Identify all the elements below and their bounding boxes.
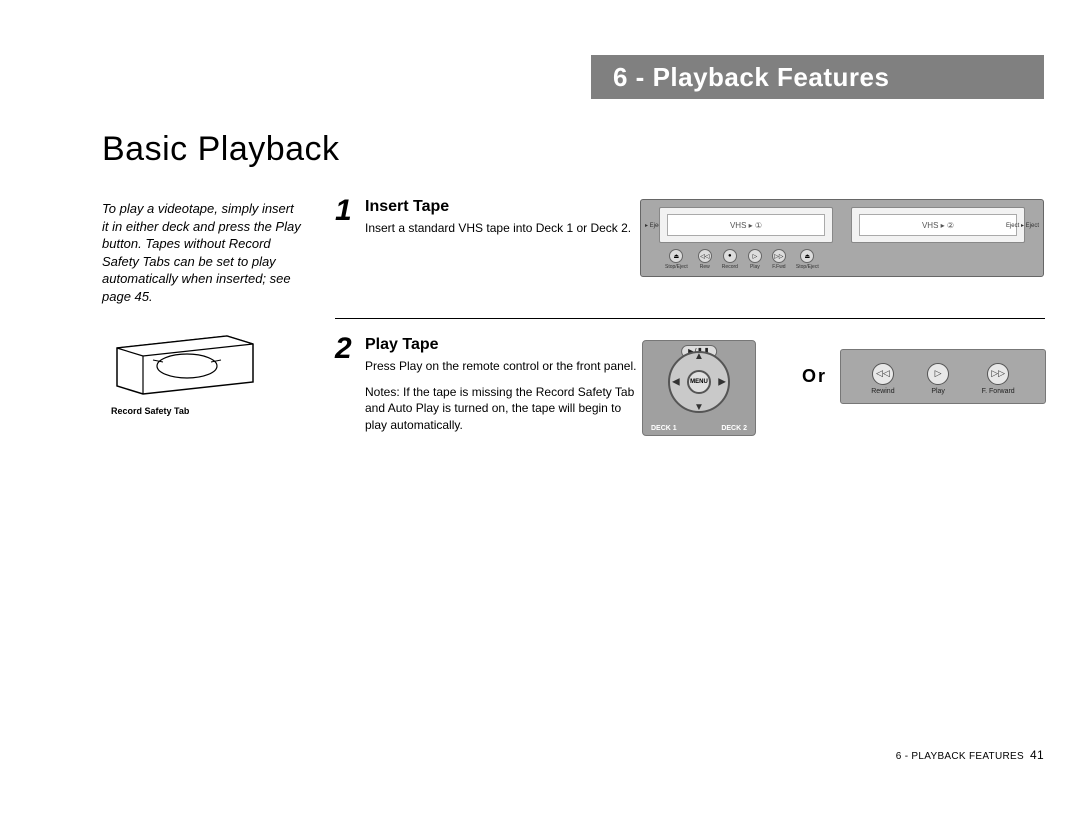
section-divider bbox=[335, 318, 1045, 319]
dpad-right-icon: ▶ bbox=[718, 377, 726, 388]
play-icon: ▷ bbox=[927, 363, 949, 385]
cassette-icon bbox=[105, 330, 265, 400]
remote-dpad: MENU ▲ ▼ ◀ ▶ bbox=[668, 351, 730, 413]
deck-2-slot: VHS ▸ ② bbox=[851, 207, 1025, 243]
step-title: Insert Tape bbox=[365, 198, 637, 216]
deck-1-slot: VHS ▸ ① bbox=[659, 207, 833, 243]
remote-menu-button: MENU bbox=[687, 370, 711, 394]
footer-chapter: 6 - PLAYBACK FEATURES bbox=[896, 751, 1024, 762]
cassette-figure: Record Safety Tab bbox=[105, 330, 275, 416]
step-text: Press Play on the remote control or the … bbox=[365, 358, 637, 374]
deck-1-label: VHS ▸ ① bbox=[667, 214, 825, 236]
vcr-record-button: ● bbox=[723, 249, 737, 263]
play-label: Play bbox=[931, 388, 945, 395]
step-2: 2 Play Tape Press Play on the remote con… bbox=[335, 336, 637, 443]
vcr-play-button: ▷ bbox=[748, 249, 762, 263]
step-text: Insert a standard VHS tape into Deck 1 o… bbox=[365, 220, 637, 236]
vcr-front-illustration: ▸ Eject VHS ▸ ① VHS ▸ ② Eject ▸ Eject ⏏S… bbox=[640, 199, 1044, 277]
remote-illustration: ▶/❚❚ MENU ▲ ▼ ◀ ▶ DECK 1 DECK 2 bbox=[642, 340, 756, 436]
front-panel-rewind: ◁◁ Rewind bbox=[871, 363, 894, 395]
step-number: 2 bbox=[335, 332, 352, 366]
rewind-icon: ◁◁ bbox=[872, 363, 894, 385]
page-title: Basic Playback bbox=[102, 130, 340, 169]
front-panel-illustration: ◁◁ Rewind ▷ Play ▷▷ F. Forward bbox=[840, 349, 1046, 404]
step-title: Play Tape bbox=[365, 336, 637, 354]
step-note: Notes: If the tape is missing the Record… bbox=[365, 384, 637, 433]
page-footer: 6 - PLAYBACK FEATURES 41 bbox=[896, 748, 1044, 762]
rewind-label: Rewind bbox=[871, 388, 894, 395]
remote-deck1-label: DECK 1 bbox=[651, 425, 677, 432]
remote-deck2-label: DECK 2 bbox=[721, 425, 747, 432]
vcr-button-row: ⏏Stop/Eject ◁◁Rew ●Record ▷Play ▷▷F.Fwd … bbox=[665, 249, 819, 270]
dpad-up-icon: ▲ bbox=[694, 351, 704, 362]
dpad-down-icon: ▼ bbox=[694, 402, 704, 413]
dpad-left-icon: ◀ bbox=[672, 377, 680, 388]
fforward-label: F. Forward bbox=[982, 388, 1015, 395]
vcr-rew-button: ◁◁ bbox=[698, 249, 712, 263]
front-panel-play: ▷ Play bbox=[927, 363, 949, 395]
eject-label-right: Eject ▸ Eject bbox=[1006, 222, 1039, 229]
vcr-ffwd-button: ▷▷ bbox=[772, 249, 786, 263]
footer-page-number: 41 bbox=[1030, 748, 1044, 762]
or-separator: Or bbox=[802, 366, 827, 387]
fforward-icon: ▷▷ bbox=[987, 363, 1009, 385]
intro-paragraph: To play a videotape, simply insert it in… bbox=[102, 200, 302, 305]
vcr-stop-eject-button-2: ⏏ bbox=[800, 249, 814, 263]
step-number: 1 bbox=[335, 194, 352, 228]
cassette-caption: Record Safety Tab bbox=[111, 406, 275, 416]
step-1: 1 Insert Tape Insert a standard VHS tape… bbox=[335, 198, 637, 246]
vcr-stop-eject-button: ⏏ bbox=[669, 249, 683, 263]
deck-2-label: VHS ▸ ② bbox=[859, 214, 1017, 236]
chapter-banner: 6 - Playback Features bbox=[591, 55, 1044, 99]
front-panel-fforward: ▷▷ F. Forward bbox=[982, 363, 1015, 395]
